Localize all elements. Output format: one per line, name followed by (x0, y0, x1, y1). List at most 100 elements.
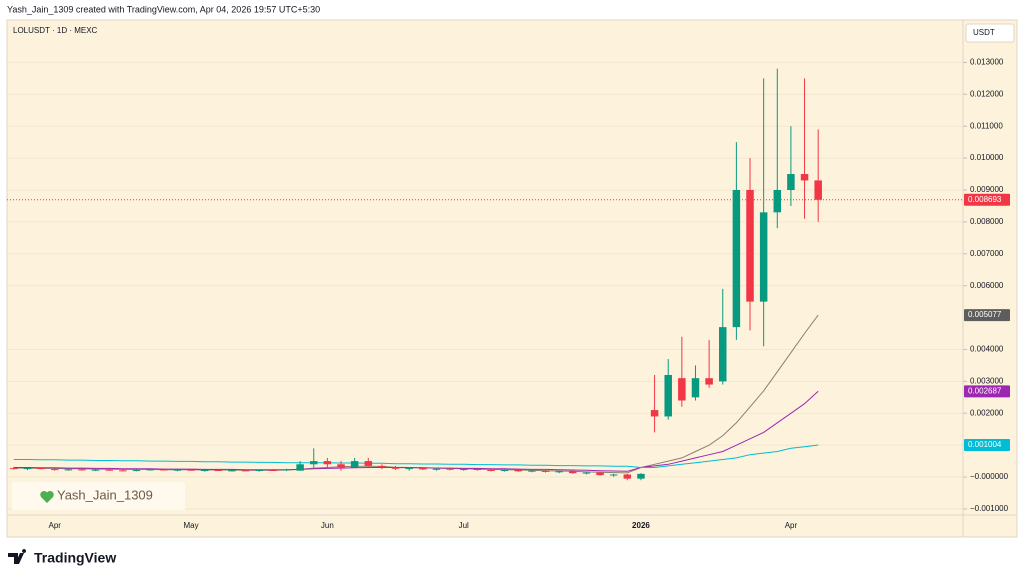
y-tick-label: 0.012000 (970, 89, 1004, 98)
candle-body (146, 469, 154, 471)
candle-body (664, 374, 672, 417)
candle-body (746, 189, 754, 302)
candle-body (514, 470, 522, 472)
marks (7, 68, 963, 481)
price-tag-label: 0.005077 (968, 310, 1002, 319)
candle-body (64, 469, 73, 471)
moving-average-line (13, 390, 819, 472)
y-tick-label: 0.004000 (970, 345, 1004, 354)
labels: −0.001000−0.0000000.0010000.0020000.0030… (48, 58, 1010, 530)
candle-body (814, 180, 822, 200)
x-tick-label: Jun (321, 521, 334, 530)
price-tag (964, 385, 1010, 398)
x-tick-label: Apr (48, 521, 61, 530)
y-tick-label: 0.006000 (970, 281, 1004, 290)
header-text: Yash_Jain_1309 created with TradingView.… (7, 4, 320, 14)
candle-body (637, 473, 645, 479)
currency-box[interactable] (965, 23, 1015, 43)
candle-body (650, 410, 659, 417)
candle-body (350, 461, 359, 468)
candle-body (800, 174, 809, 181)
candle-body (310, 461, 318, 465)
watermark-box (12, 482, 185, 510)
candle-body (759, 212, 768, 302)
candle-body (419, 468, 427, 470)
brand-logo: TradingView (8, 549, 116, 566)
y-tick-label: 0.007000 (970, 249, 1004, 258)
candle-body (541, 470, 550, 472)
price-tag-label: 0.001004 (968, 440, 1002, 449)
candle-body (378, 465, 386, 468)
x-tick-label: 2026 (632, 521, 650, 530)
y-tick-label: −0.000000 (970, 472, 1009, 481)
candle-body (91, 469, 100, 471)
candle-body (500, 470, 509, 472)
candle-body (105, 469, 113, 471)
y-tick-label: 0.010000 (970, 153, 1004, 162)
time-axis-background (7, 515, 1017, 537)
candle-body (691, 378, 700, 398)
candle-body (528, 470, 536, 472)
x-tick-label: Apr (785, 521, 798, 530)
candle-body (200, 470, 209, 472)
y-tick-label: 0.008000 (970, 217, 1004, 226)
candle-body (364, 461, 373, 466)
candle-body (323, 461, 332, 465)
candle-body (269, 470, 277, 472)
candle-body (23, 468, 32, 470)
candle-body (487, 470, 495, 472)
candle-body (787, 174, 795, 190)
candle-body (569, 471, 577, 474)
currency-label: USDT (973, 28, 995, 37)
candle-body (10, 468, 18, 470)
price-tag (964, 309, 1010, 322)
logo-mark (8, 549, 27, 564)
y-tick-label: 0.009000 (970, 185, 1004, 194)
candle-body (241, 470, 250, 472)
candle-body (446, 468, 454, 470)
price-tag-label: 0.008693 (968, 195, 1002, 204)
candle-body (609, 474, 618, 476)
candle-body (473, 469, 482, 471)
price-tag (964, 193, 1010, 206)
candle-body (459, 469, 468, 471)
x-tick-label: May (183, 521, 198, 530)
candle-body (719, 327, 727, 382)
candle-body (337, 464, 345, 468)
candle-body (705, 378, 713, 385)
candle-body (282, 469, 291, 471)
candle-body (119, 470, 127, 472)
candle-body (405, 468, 413, 470)
candle-body (678, 378, 686, 401)
candle-body (187, 469, 195, 471)
x-tick-label: Jul (459, 521, 469, 530)
price-tag-label: 0.002687 (968, 386, 1002, 395)
y-tick-label: 0.013000 (970, 58, 1004, 67)
y-tick-label: −0.001000 (970, 504, 1009, 513)
chart-frame (6, 19, 1018, 538)
candle-body (78, 469, 86, 471)
candle-body (432, 468, 441, 470)
candle-body (391, 467, 400, 469)
y-tick-label: 0.011000 (970, 121, 1003, 130)
candle-body (214, 470, 223, 472)
candle-body (160, 469, 168, 471)
y-tick-label: 0.003000 (970, 376, 1004, 385)
heart-icon (40, 491, 54, 503)
candle-body (255, 470, 263, 472)
candle-body (37, 468, 45, 470)
grid (7, 61, 967, 510)
candle-body (228, 470, 236, 472)
candle-body (596, 472, 604, 476)
symbol-title: LOLUSDT · 1D · MEXC (13, 26, 98, 35)
candle-body (50, 469, 59, 471)
candle-body (296, 464, 304, 471)
candle-body (623, 474, 632, 479)
brand-name: TradingView (34, 550, 116, 566)
candle-body (773, 189, 782, 213)
watermark-text: Yash_Jain_1309 (57, 487, 153, 502)
price-tag (964, 439, 1010, 452)
plot-background (7, 20, 963, 515)
price-axis-background (963, 20, 1017, 515)
